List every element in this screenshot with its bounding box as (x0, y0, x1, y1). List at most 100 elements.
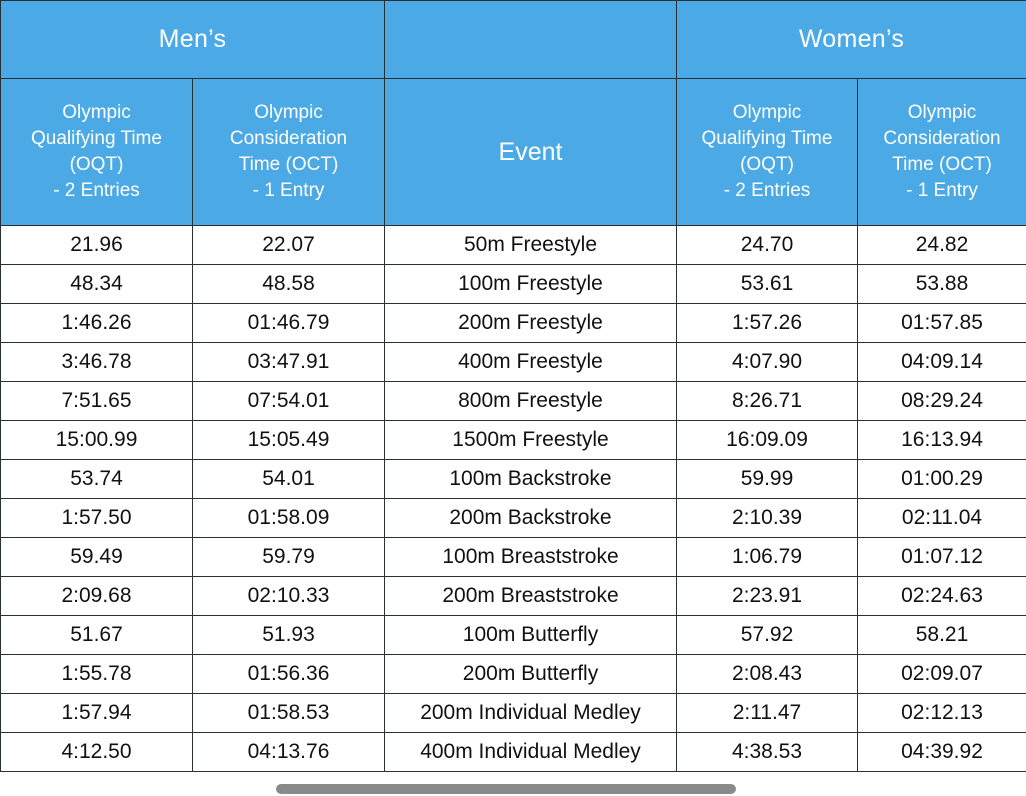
mens-oqt-cell: 1:55.78 (0, 654, 193, 694)
womens-oqt-cell: 59.99 (676, 459, 858, 499)
event-cell: 50m Freestyle (384, 225, 677, 265)
event-group-header-blank (384, 0, 677, 79)
mens-oqt-cell: 1:46.26 (0, 303, 193, 343)
womens-oct-cell: 01:00.29 (856, 459, 1026, 499)
event-cell: 1500m Freestyle (384, 420, 677, 460)
event-cell: 200m Breaststroke (384, 576, 677, 616)
womens-oct-cell: 08:29.24 (856, 381, 1026, 421)
event-cell: 100m Freestyle (384, 264, 677, 304)
mens-oqt-cell: 59.49 (0, 537, 193, 577)
womens-oqt-cell: 8:26.71 (676, 381, 858, 421)
mens-oqt-cell: 21.96 (0, 225, 193, 265)
womens-oct-cell: 04:39.92 (856, 732, 1026, 772)
womens-oqt-cell: 2:10.39 (676, 498, 858, 538)
mens-oct-cell: 02:10.33 (192, 576, 385, 616)
mens-oqt-cell: 1:57.94 (0, 693, 193, 733)
group-header-row: Men’s Women’s (0, 0, 1026, 79)
womens-oct-cell: 53.88 (856, 264, 1026, 304)
event-cell: 100m Butterfly (384, 615, 677, 655)
mens-oct-line-1: Olympic (254, 102, 323, 123)
column-header-row: Olympic Qualifying Time (OQT) - 2 Entrie… (0, 78, 1026, 226)
womens-oqt-line-2: Qualifying Time (701, 128, 833, 149)
womens-oct-line-3: Time (OCT) (892, 154, 992, 175)
event-cell: 200m Individual Medley (384, 693, 677, 733)
event-cell: 400m Freestyle (384, 342, 677, 382)
mens-oct-cell: 01:58.09 (192, 498, 385, 538)
mens-oct-line-4: - 1 Entry (252, 180, 325, 201)
womens-oct-cell: 02:11.04 (856, 498, 1026, 538)
mens-oct-line-3: Time (OCT) (238, 154, 339, 175)
mens-oqt-line-4: - 2 Entries (53, 180, 140, 201)
table-body: 21.96 22.07 50m Freestyle 24.70 24.82 48.34 48… (0, 225, 1026, 772)
mens-oqt-cell: 51.67 (0, 615, 193, 655)
horizontal-scrollbar[interactable] (276, 784, 736, 794)
womens-oqt-cell: 57.92 (676, 615, 858, 655)
womens-oqt-cell: 1:06.79 (676, 537, 858, 577)
mens-oct-cell: 03:47.91 (192, 342, 385, 382)
qualifying-times-table: Men’s Women’s Olympic Qualifying Time (O… (0, 0, 1026, 772)
womens-oqt-cell: 2:08.43 (676, 654, 858, 694)
womens-oct-cell: 01:07.12 (856, 537, 1026, 577)
mens-oct-header: Olympic Consideration Time (OCT) - 1 Ent… (192, 78, 385, 226)
womens-oqt-cell: 2:11.47 (676, 693, 858, 733)
table-row: 59.49 59.79 100m Breaststroke 1:06.79 01:07.… (0, 537, 1026, 577)
event-cell: 200m Freestyle (384, 303, 677, 343)
mens-oqt-header: Olympic Qualifying Time (OQT) - 2 Entrie… (0, 78, 193, 226)
table-row: 51.67 51.93 100m Butterfly 57.92 58.21 (0, 615, 1026, 655)
mens-oqt-cell: 3:46.78 (0, 342, 193, 382)
womens-oct-cell: 16:13.94 (856, 420, 1026, 460)
mens-oct-line-2: Consideration (229, 128, 348, 149)
table-row: 53.74 54.01 100m Backstroke 59.99 01:00.29 (0, 459, 1026, 499)
event-cell: 400m Individual Medley (384, 732, 677, 772)
womens-oqt-cell: 16:09.09 (676, 420, 858, 460)
mens-oct-cell: 01:46.79 (192, 303, 385, 343)
womens-oqt-cell: 4:38.53 (676, 732, 858, 772)
womens-oqt-cell: 53.61 (676, 264, 858, 304)
mens-oct-cell: 01:56.36 (192, 654, 385, 694)
table-row: 21.96 22.07 50m Freestyle 24.70 24.82 (0, 225, 1026, 265)
mens-oqt-cell: 4:12.50 (0, 732, 193, 772)
table-row: 1:55.78 01:56.36 200m Butterfly 2:08.43 02:0… (0, 654, 1026, 694)
mens-oct-cell: 15:05.49 (192, 420, 385, 460)
womens-oqt-line-1: Olympic (732, 102, 802, 123)
womens-oct-header: Olympic Consideration Time (OCT) - 1 Ent… (856, 78, 1026, 226)
table-row: 1:57.94 01:58.53 200m Individual Medley 2:1… (0, 693, 1026, 733)
mens-oct-cell: 07:54.01 (192, 381, 385, 421)
event-header: Event (384, 78, 677, 226)
womens-oqt-header: Olympic Qualifying Time (OQT) - 2 Entrie… (676, 78, 858, 226)
mens-oqt-cell: 1:57.50 (0, 498, 193, 538)
event-cell: 200m Backstroke (384, 498, 677, 538)
table-row: 1:57.50 01:58.09 200m Backstroke 2:10.39 02:… (0, 498, 1026, 538)
mens-oqt-line-2: Qualifying Time (31, 128, 162, 149)
table-row: 3:46.78 03:47.91 400m Freestyle 4:07.90 04:0… (0, 342, 1026, 382)
womens-oqt-cell: 1:57.26 (676, 303, 858, 343)
womens-oqt-line-4: - 2 Entries (723, 180, 811, 201)
table-row: 2:09.68 02:10.33 200m Breaststroke 2:23.91 0… (0, 576, 1026, 616)
event-cell: 200m Butterfly (384, 654, 677, 694)
mens-oct-cell: 48.58 (192, 264, 385, 304)
mens-oqt-cell: 48.34 (0, 264, 193, 304)
mens-oct-cell: 51.93 (192, 615, 385, 655)
womens-oct-cell: 01:57.85 (856, 303, 1026, 343)
mens-oqt-cell: 7:51.65 (0, 381, 193, 421)
womens-oqt-cell: 4:07.90 (676, 342, 858, 382)
womens-oct-line-1: Olympic (907, 102, 977, 123)
womens-oct-cell: 24.82 (856, 225, 1026, 265)
mens-group-header: Men’s (0, 0, 385, 79)
table-row: 48.34 48.58 100m Freestyle 53.61 53.88 (0, 264, 1026, 304)
womens-oct-cell: 04:09.14 (856, 342, 1026, 382)
mens-oqt-line-1: Olympic (62, 102, 131, 123)
womens-oct-cell: 02:12.13 (856, 693, 1026, 733)
table-row: 1:46.26 01:46.79 200m Freestyle 1:57.26 01:5… (0, 303, 1026, 343)
mens-oqt-cell: 15:00.99 (0, 420, 193, 460)
mens-oqt-cell: 53.74 (0, 459, 193, 499)
mens-oct-cell: 54.01 (192, 459, 385, 499)
womens-oct-line-2: Consideration (883, 128, 1001, 149)
table-row: 4:12.50 04:13.76 400m Individual Medley 4:3… (0, 732, 1026, 772)
table-row: 7:51.65 07:54.01 800m Freestyle 8:26.71 08:2… (0, 381, 1026, 421)
womens-oct-line-4: - 1 Entry (906, 180, 978, 201)
womens-oqt-cell: 2:23.91 (676, 576, 858, 616)
mens-oct-cell: 04:13.76 (192, 732, 385, 772)
womens-group-header: Women’s (675, 0, 1026, 79)
